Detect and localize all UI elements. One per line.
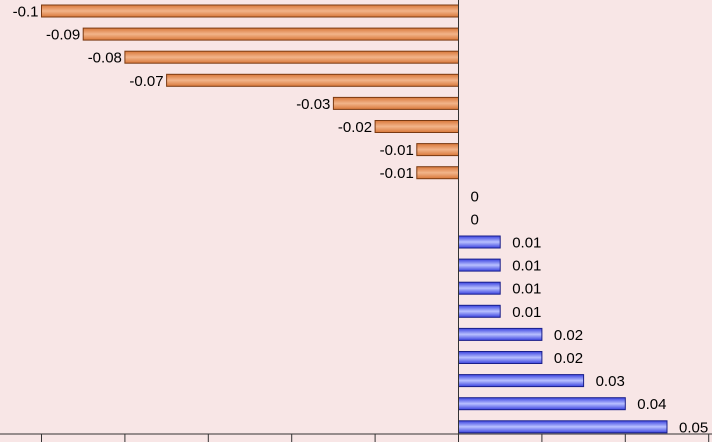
data-label-17: 0.04 xyxy=(637,396,666,413)
data-label-14: 0.02 xyxy=(554,327,583,344)
data-label-12: 0.01 xyxy=(512,281,541,298)
data-label-10: 0.01 xyxy=(512,235,541,252)
bar-11 xyxy=(458,258,501,272)
bar-2 xyxy=(124,50,460,64)
data-label-11: 0.01 xyxy=(512,258,541,275)
data-label-0: -0.1 xyxy=(13,4,39,21)
bar-17 xyxy=(458,397,626,411)
data-label-8: 0 xyxy=(471,188,479,205)
bar-1 xyxy=(82,27,459,41)
data-label-group: -0.1 -0.09 -0.08 -0.07 -0.03 -0.02 -0.01 -0.01 0… xyxy=(13,4,709,437)
data-label-16: 0.03 xyxy=(596,373,625,390)
bar-16 xyxy=(458,374,585,388)
data-label-2: -0.08 xyxy=(88,50,122,67)
data-label-3: -0.07 xyxy=(129,73,163,90)
bar-3 xyxy=(166,73,459,87)
data-label-15: 0.02 xyxy=(554,350,583,367)
data-label-6: -0.01 xyxy=(380,142,414,159)
data-label-5: -0.02 xyxy=(338,119,372,136)
bar-12 xyxy=(458,281,501,295)
bar-4 xyxy=(332,96,459,110)
bar-7 xyxy=(416,166,459,180)
data-label-7: -0.01 xyxy=(380,165,414,182)
data-label-1: -0.09 xyxy=(46,27,80,44)
bar-18 xyxy=(458,420,668,434)
bar-6 xyxy=(416,143,459,157)
bar-14 xyxy=(458,327,543,341)
bar-13 xyxy=(458,304,501,318)
data-label-13: 0.01 xyxy=(512,304,541,321)
data-label-4: -0.03 xyxy=(296,96,330,113)
data-label-18: 0.05 xyxy=(679,419,708,436)
bar-15 xyxy=(458,351,543,364)
bar-5 xyxy=(374,120,460,133)
data-label-9: 0 xyxy=(471,211,479,228)
bar-0 xyxy=(41,4,459,18)
bar-10 xyxy=(458,235,501,249)
